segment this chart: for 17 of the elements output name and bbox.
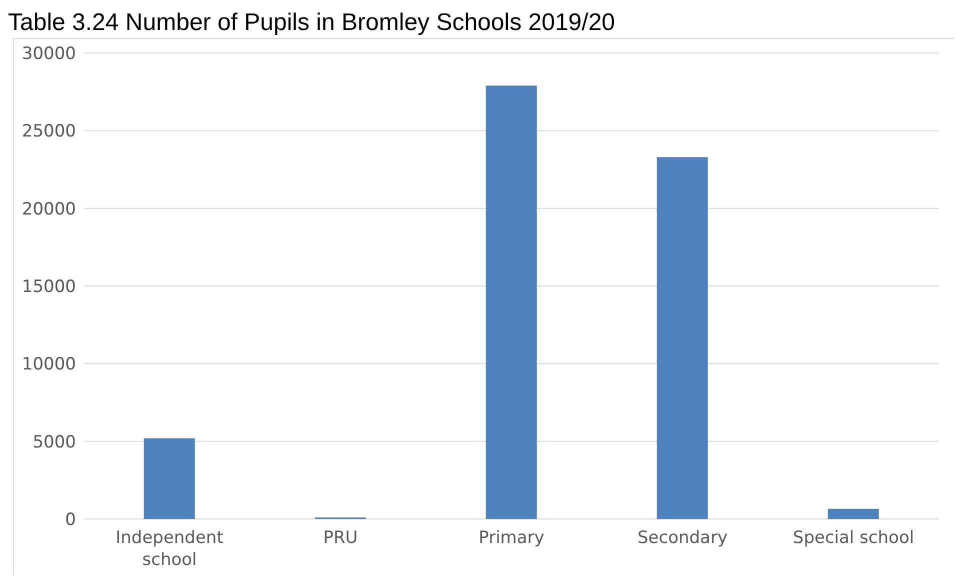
x-tick-label: Independent school <box>116 528 224 570</box>
y-tick-label: 0 <box>65 510 76 530</box>
x-tick-label: Primary <box>478 528 544 548</box>
y-tick-label: 15000 <box>22 277 76 298</box>
bar <box>486 86 537 519</box>
bar <box>656 157 708 519</box>
chart-title: Table 3.24 Number of Pupils in Bromley Schools 2019/20 <box>8 8 616 38</box>
x-tick-label: PRU <box>323 528 358 548</box>
y-tick-label: 20000 <box>22 199 76 220</box>
y-tick-label: 25000 <box>22 122 76 142</box>
bar <box>144 438 195 519</box>
x-tick-label: Secondary <box>637 528 728 548</box>
x-tick-label: Special school <box>792 528 914 548</box>
bar <box>828 508 879 519</box>
y-tick-label: 5000 <box>32 432 76 452</box>
y-tick-label: 30000 <box>22 44 76 64</box>
y-tick-label: 10000 <box>22 354 76 375</box>
